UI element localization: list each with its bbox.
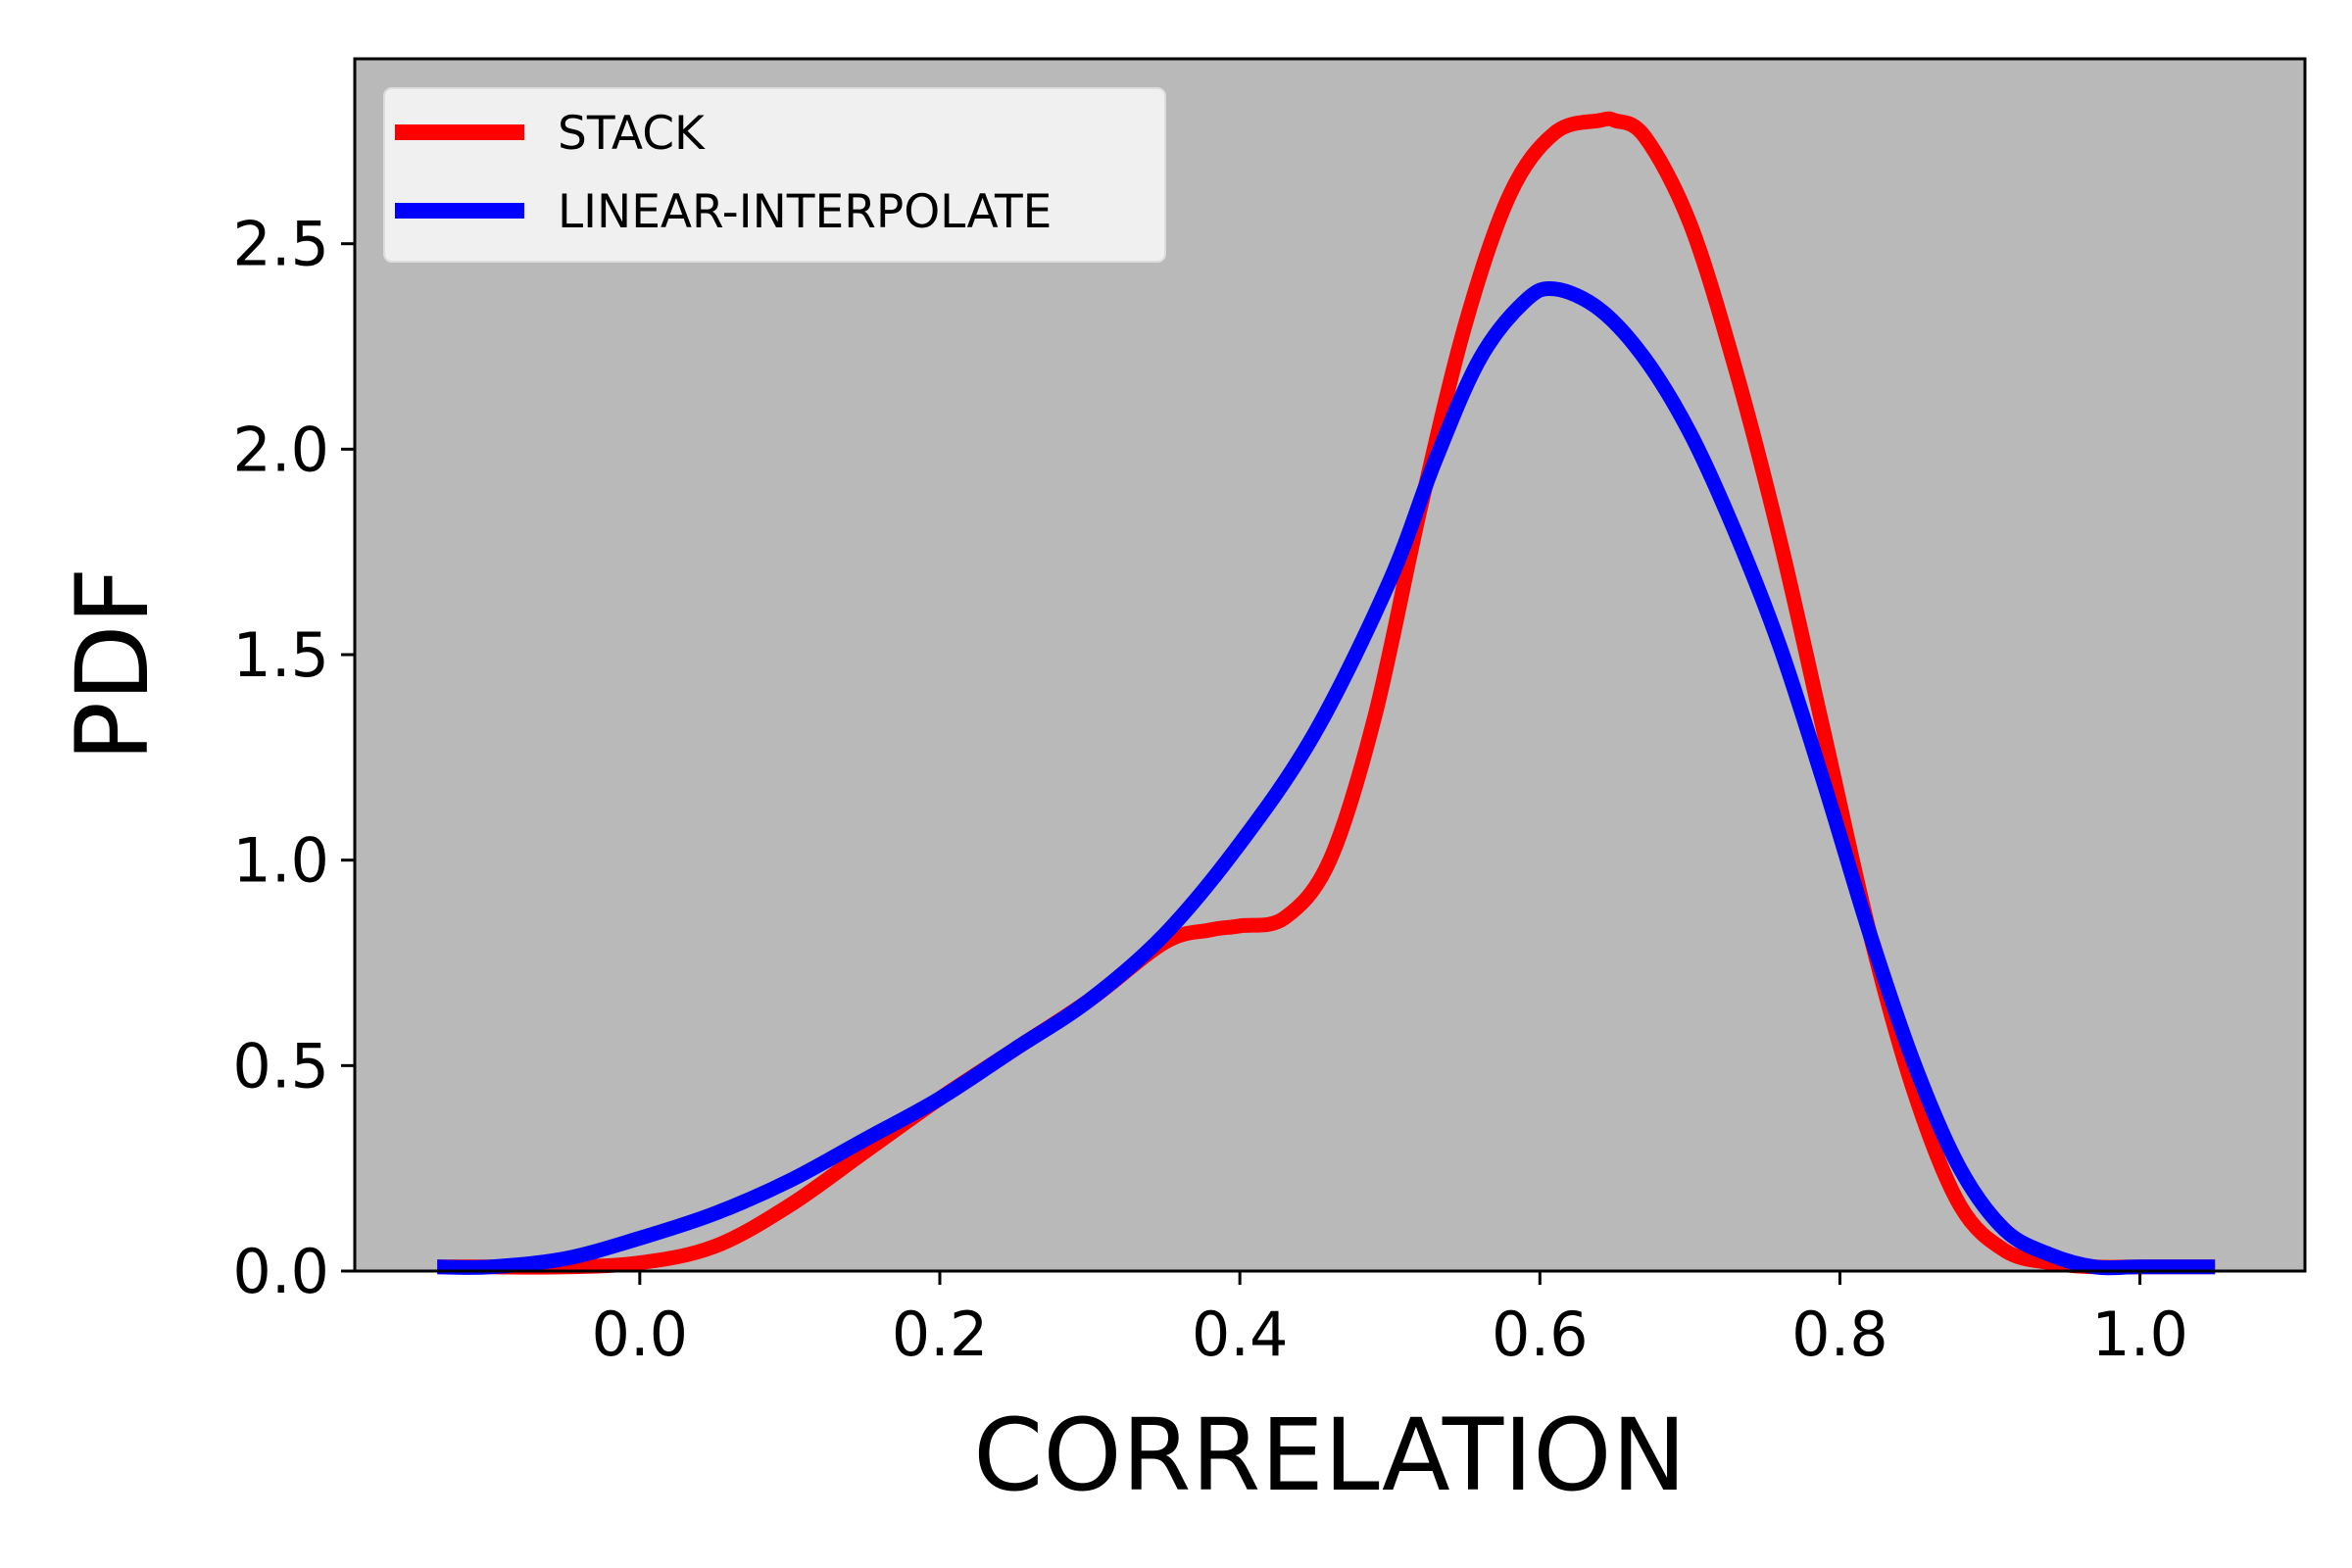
y-tick-label: 0.0 [232,1236,329,1307]
y-tick-label: 2.5 [232,209,329,280]
y-axis-title: PDF [55,567,172,762]
x-tick-label: 0.8 [1791,1298,1888,1370]
legend-label-linear-interpolate: LINEAR-INTERPOLATE [558,185,1052,239]
legend-label-stack: STACK [558,107,706,161]
legend-box [383,87,1166,263]
y-axis: 0.0 0.5 1.0 1.5 2.0 2.5 [232,209,355,1307]
x-axis: 0.0 0.2 0.4 0.6 0.8 1.0 [592,1271,2188,1370]
series-layer [437,111,2216,1276]
x-tick-label: 0.0 [592,1298,689,1370]
legend: STACK LINEAR-INTERPOLATE [383,87,1166,263]
y-tick-label: 1.5 [232,619,329,691]
x-tick-label: 1.0 [2091,1298,2188,1370]
y-tick-label: 0.5 [232,1030,329,1102]
series-line-linear-interpolate [437,280,2216,1276]
x-tick-label: 0.4 [1192,1298,1289,1370]
x-tick-label: 0.2 [892,1298,989,1370]
y-tick-label: 2.0 [232,414,329,485]
x-tick-label: 0.6 [1492,1298,1589,1370]
x-axis-title: CORRELATION [973,1397,1687,1514]
series-line-stack [437,111,2216,1275]
plot-frame [353,57,2307,1273]
y-tick-label: 1.0 [232,825,329,897]
